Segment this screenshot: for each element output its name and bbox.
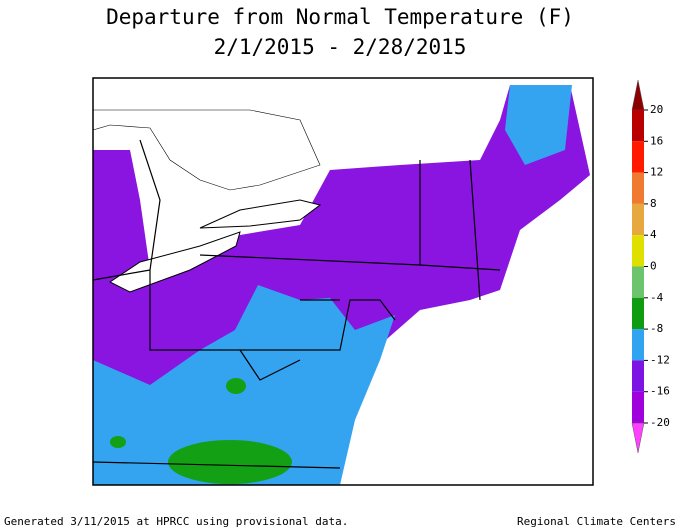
subtitle: 2/1/2015 - 2/28/2015 <box>214 35 467 59</box>
state-border <box>149 270 396 351</box>
legend-band <box>632 203 644 236</box>
footer-right: Regional Climate Centers <box>517 515 676 528</box>
state-border <box>139 139 161 271</box>
legend-band <box>632 360 644 392</box>
region-cold <box>93 85 590 400</box>
region-mild <box>110 436 126 448</box>
legend-tick-label: -20 <box>650 416 670 429</box>
lake-erie <box>109 231 241 293</box>
legend-band <box>632 329 644 361</box>
map-frame <box>92 77 594 486</box>
legend-band <box>632 235 644 267</box>
region-mild <box>226 378 246 394</box>
legend-tick-label: 20 <box>650 103 663 116</box>
lake-ontario <box>199 199 322 229</box>
legend-arrow-top <box>631 79 645 111</box>
legend-tick-label: 4 <box>650 228 657 241</box>
legend-tick-label: -16 <box>650 385 670 398</box>
legend-tick-label: -12 <box>650 353 670 366</box>
legend-band <box>632 266 644 298</box>
legend-arrow-bottom <box>631 422 645 454</box>
map <box>92 77 594 486</box>
color-legend: 20 16 12 8 4 0 -4 -8 -12 -16 -20 <box>631 79 670 454</box>
legend-band <box>632 172 644 204</box>
legend-band <box>632 297 644 330</box>
legend-tick-label: 8 <box>650 197 657 210</box>
legend-band <box>632 110 644 142</box>
legend-band <box>632 391 644 423</box>
legend-band <box>632 141 644 173</box>
region-mild <box>168 440 292 484</box>
legend-tick-label: 16 <box>650 134 663 147</box>
title: Departure from Normal Temperature (F) <box>106 5 574 29</box>
lake-region <box>92 109 321 191</box>
footer-left: Generated 3/11/2015 at HPRCC using provi… <box>4 515 348 528</box>
state-border <box>92 159 501 469</box>
legend-tick-label: -4 <box>650 291 664 304</box>
region-cool <box>505 85 572 165</box>
legend-tick-label: 0 <box>650 260 657 273</box>
legend-tick-label: 12 <box>650 166 663 179</box>
legend-tick-label: -8 <box>650 322 663 335</box>
